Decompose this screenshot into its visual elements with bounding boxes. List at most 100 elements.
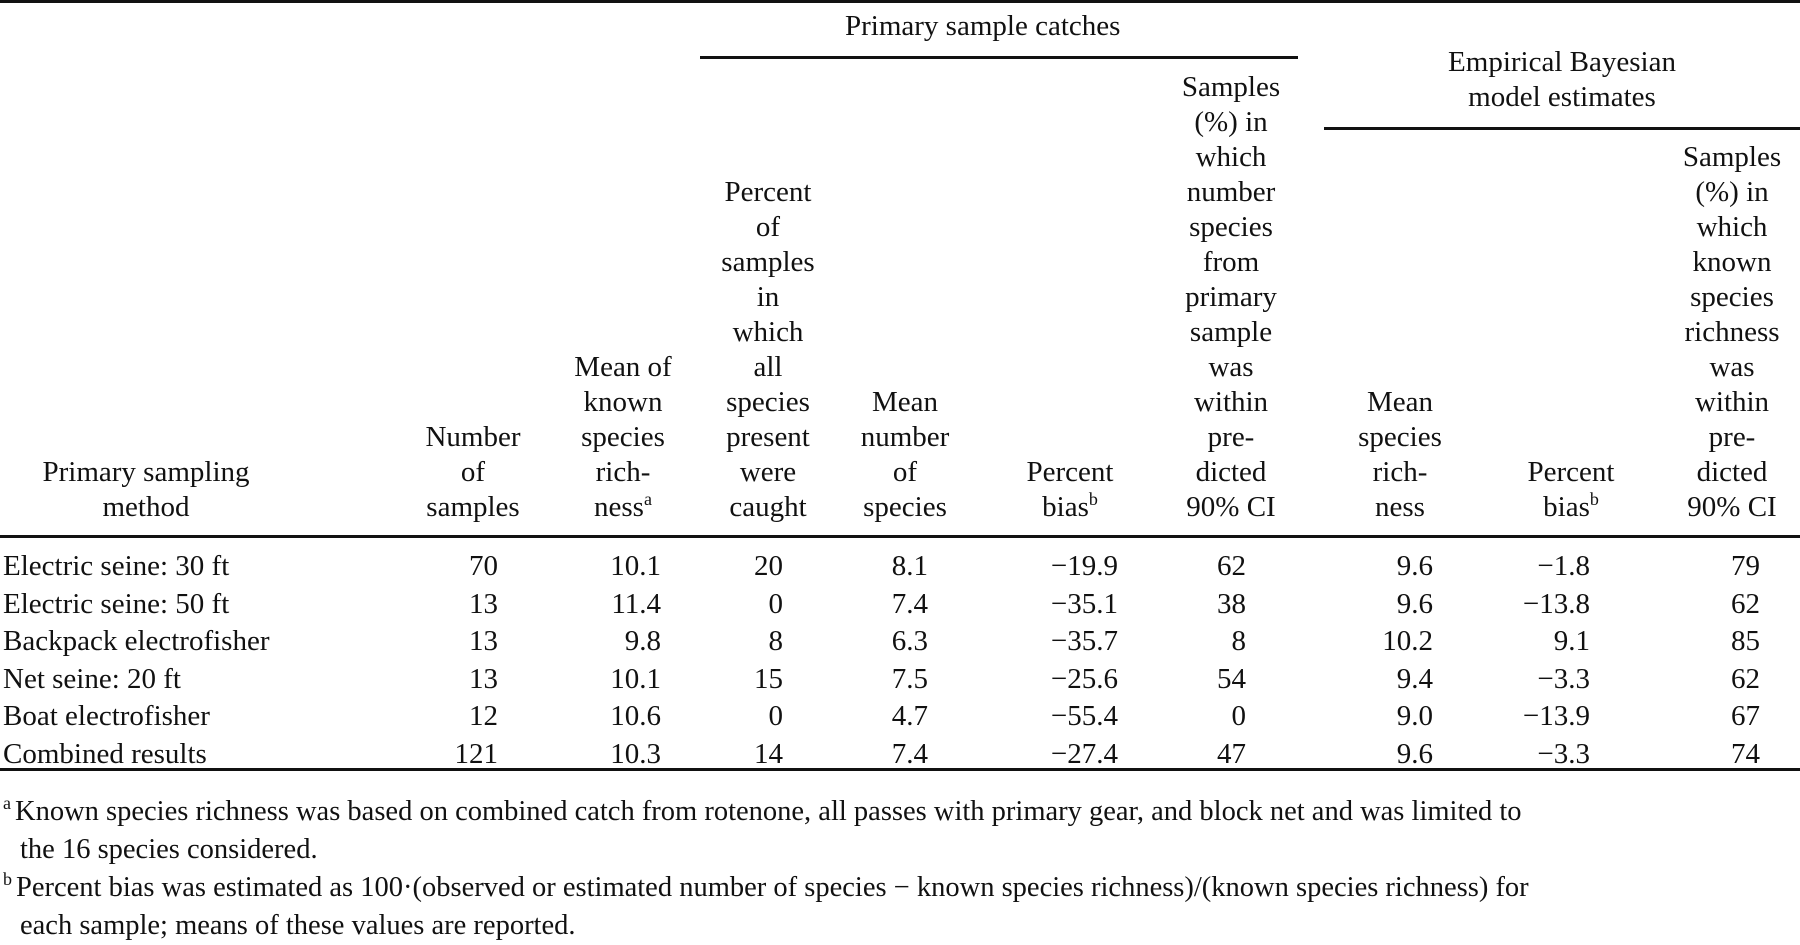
header-line: from — [1202, 246, 1260, 278]
header-line: rich- — [1372, 456, 1428, 488]
table-cell: 7.5 — [891, 662, 928, 695]
table-cell: 9.1 — [1553, 625, 1590, 657]
footnote-a-line1: Known species richness was based on comb… — [15, 796, 1522, 827]
primary-spanner-heading: Primary sample catches — [845, 10, 1121, 42]
table-cell: 20 — [754, 550, 783, 582]
table-cell: 67 — [1731, 700, 1760, 732]
table-cell: 8.1 — [891, 550, 928, 582]
header-line: (%) in — [1695, 176, 1769, 208]
header-line: which — [1696, 211, 1768, 243]
table-cell: 70 — [469, 550, 498, 582]
footnote-b-line1: Percent bias was estimated as 100·(obser… — [16, 872, 1529, 903]
table-cell: 10.2 — [1382, 625, 1433, 657]
header-line: known — [583, 386, 663, 418]
header-line: 90% CI — [1687, 491, 1777, 523]
table-cell: −3.3 — [1537, 737, 1590, 770]
header-line: present — [726, 421, 810, 453]
table-cell: 9.8 — [624, 625, 661, 657]
table-cell: 0 — [1231, 700, 1247, 732]
header-line: species — [1358, 421, 1442, 453]
row-method-cell: Combined results — [3, 737, 207, 770]
table-cell: 9.6 — [1396, 587, 1433, 620]
table-cell: 10.1 — [610, 662, 661, 695]
header-line: ness — [594, 491, 644, 523]
bayes-spanner-rule — [1324, 127, 1800, 130]
table-cell: −3.3 — [1537, 662, 1590, 695]
header-line: of — [892, 456, 918, 488]
footnote-b: b Percent bias was estimated as 100·(obse… — [3, 869, 1795, 907]
table-cell: 0 — [768, 587, 784, 620]
header-line: Percent — [724, 176, 812, 208]
table-top-rule — [0, 0, 1800, 3]
bayes-spanner-heading-line2: model estimates — [1468, 81, 1656, 113]
header-line: dicted — [1195, 456, 1267, 488]
header-line: primary — [1185, 281, 1277, 313]
header-line: 90% CI — [1186, 491, 1276, 523]
header-line: caught — [729, 491, 807, 523]
row-method-cell: Boat electrofisher — [3, 700, 210, 732]
header-line: method — [102, 491, 190, 523]
header-line: sample — [1189, 316, 1273, 348]
header-line: dicted — [1696, 456, 1768, 488]
header-bottom-rule — [0, 535, 1800, 538]
header-line: Percent — [1527, 456, 1615, 488]
table-cell: −13.9 — [1522, 700, 1590, 732]
row-method-cell: Backpack electrofisher — [3, 625, 270, 657]
header-line: samples — [721, 246, 815, 278]
header-mean-number-species: Mean number of species — [805, 385, 1005, 525]
table-cell: −27.4 — [1050, 737, 1118, 770]
header-line: richness — [1684, 316, 1780, 348]
table-cell: 85 — [1731, 625, 1760, 657]
table-cell: 62 — [1731, 662, 1760, 695]
table-cell: 11.4 — [611, 587, 661, 620]
table-cell: 13 — [469, 625, 498, 657]
header-line: were — [739, 456, 797, 488]
row-method-cell: Electric seine: 50 ft — [3, 587, 230, 620]
footnote-a: a Known species richness was based on com… — [3, 793, 1795, 831]
header-line-with-sup: biasb — [1543, 490, 1599, 525]
table-cell: 8 — [768, 625, 784, 657]
table-cell: 15 — [754, 662, 783, 695]
header-samples-within-ci-model: Samples (%) in which known species richness wa… — [1632, 140, 1800, 525]
header-line: was — [1709, 351, 1755, 383]
table-cell: 9.4 — [1396, 662, 1433, 695]
table-cell: 6.3 — [891, 625, 928, 657]
footnote-ref: a — [643, 489, 652, 509]
header-line: samples — [426, 491, 520, 523]
table-cell: 14 — [754, 737, 783, 770]
table-cell: −1.8 — [1537, 550, 1590, 582]
table-cell: 47 — [1217, 737, 1246, 770]
table-cell: 12 — [469, 700, 498, 732]
primary-spanner-rule — [700, 56, 1298, 59]
footnote-b-line2: each sample; means of these values are r… — [20, 910, 576, 941]
table-cell: 7.4 — [891, 737, 928, 770]
header-line: within — [1694, 386, 1770, 418]
table-bottom-rule — [0, 768, 1800, 771]
header-line: was — [1208, 351, 1254, 383]
header-line: of — [755, 211, 781, 243]
header-line: species — [1690, 281, 1774, 313]
table-cell: 9.6 — [1396, 737, 1433, 770]
table-cell: −19.9 — [1050, 550, 1118, 582]
header-line: Number — [425, 421, 521, 453]
header-line: in — [756, 281, 780, 313]
table-cell: 74 — [1731, 737, 1760, 770]
header-line: Mean — [1366, 386, 1434, 418]
footnote-ref: b — [1088, 489, 1098, 509]
header-percent-bias-model: Percent biasb — [1471, 455, 1671, 525]
header-line: species — [726, 386, 810, 418]
table-cell: 13 — [469, 587, 498, 620]
header-line: Mean of — [574, 351, 672, 383]
table-cell: 9.6 — [1396, 550, 1433, 582]
table-cell: −35.1 — [1050, 587, 1118, 620]
footnote-a-mark: a — [3, 793, 11, 813]
table-cell: 0 — [768, 700, 784, 732]
header-line: bias — [1042, 491, 1089, 523]
table-cell: 10.6 — [610, 700, 661, 732]
header-line: Samples — [1682, 141, 1782, 173]
header-line: number — [860, 421, 950, 453]
header-samples-within-ci-primary: Samples (%) in which number species from prima… — [1131, 70, 1331, 525]
table-cell: 79 — [1731, 550, 1760, 582]
table-cell: 62 — [1731, 587, 1760, 620]
footnote-ref: b — [1589, 489, 1599, 509]
